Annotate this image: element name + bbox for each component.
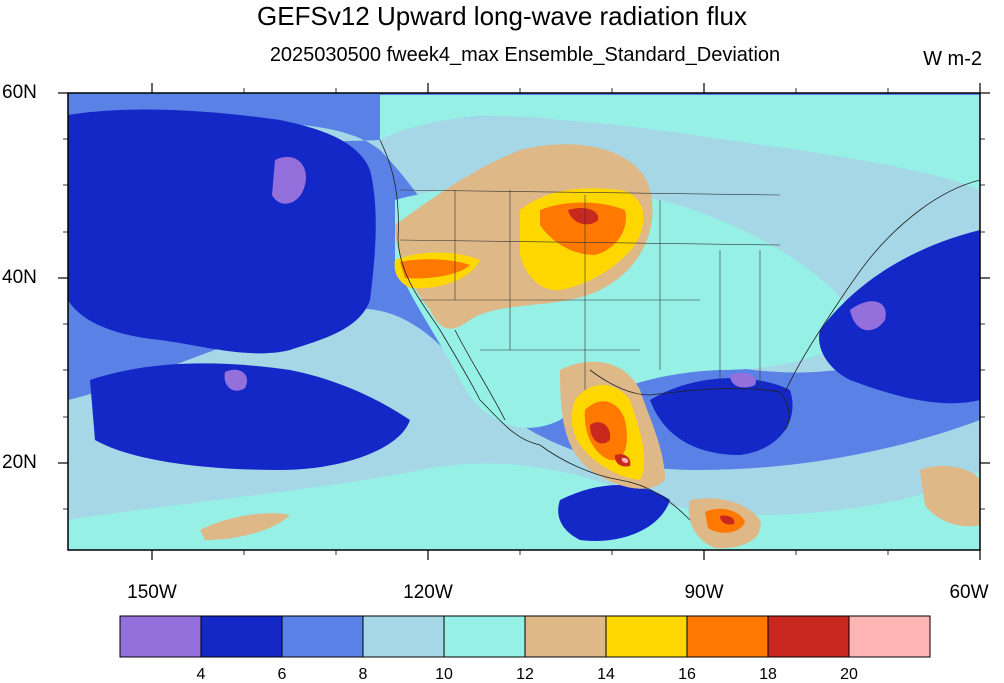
colorbar-swatch [848, 615, 931, 658]
colorbar-tick-label: 14 [597, 666, 615, 683]
contour-6-eastpac [558, 485, 670, 541]
contour-field [68, 93, 980, 550]
lat-label-60n: 60N [2, 82, 37, 103]
colorbar-swatch [767, 615, 850, 658]
map-frame [67, 92, 981, 551]
axis-minor-ticks [63, 88, 985, 555]
colorbar-tick-label: 20 [840, 666, 858, 683]
contour-22-band [621, 457, 629, 463]
lat-label-40n: 40N [2, 267, 37, 288]
lon-label-120w: 120W [403, 582, 453, 603]
contour-4-patch [730, 373, 756, 388]
colorbar-swatch [443, 615, 526, 658]
map-subtitle: 2025030500 fweek4_max Ensemble_Standard_… [269, 44, 781, 66]
contour-4-patch [272, 156, 306, 204]
contour-12-band [380, 95, 980, 190]
colorbar-swatch [119, 615, 202, 658]
colorbar [119, 615, 931, 658]
contour-6-atlantic [819, 230, 980, 404]
state-borders [399, 189, 781, 390]
colorbar-tick-label: 10 [435, 666, 453, 683]
colorbar-swatch [605, 615, 688, 658]
colorbar-swatch [524, 615, 607, 658]
lon-label-90w: 90W [684, 582, 724, 603]
axis-ticks [58, 83, 990, 560]
lon-label-60w: 60W [949, 582, 989, 603]
contour-14-band-pacific-sw [200, 513, 290, 540]
lat-label-20n: 20N [2, 452, 37, 473]
colorbar-swatch [362, 615, 445, 658]
contour-6-gulf [650, 378, 793, 455]
colorbar-swatch [200, 615, 283, 658]
contour-20-band [590, 422, 611, 444]
colorbar-swatch [281, 615, 364, 658]
contour-20-band [720, 515, 735, 525]
contour-14-band-east [920, 465, 980, 527]
contour-10-band-south [68, 308, 980, 550]
lon-label-150w: 150W [127, 582, 177, 603]
contour-4-patch [224, 369, 248, 391]
colorbar-tick-label: 18 [759, 666, 777, 683]
contour-20-band [568, 208, 599, 225]
coastlines [379, 139, 980, 521]
colorbar-tick-label: 16 [678, 666, 696, 683]
colorbar-tick-label: 4 [196, 666, 206, 683]
units-label: W m-2 [923, 48, 982, 70]
colorbar-tick-label: 6 [277, 666, 287, 683]
contour-6-pacific [68, 109, 376, 354]
contour-6-pacific-south [90, 363, 410, 470]
map-title: GEFSv12 Upward long-wave radiation flux [257, 1, 747, 31]
colorbar-tick-label: 12 [516, 666, 534, 683]
colorbar-tick-label: 8 [358, 666, 368, 683]
contour-4-patch [850, 301, 886, 331]
contour-18-band-west [400, 259, 470, 279]
colorbar-swatch [686, 615, 769, 658]
